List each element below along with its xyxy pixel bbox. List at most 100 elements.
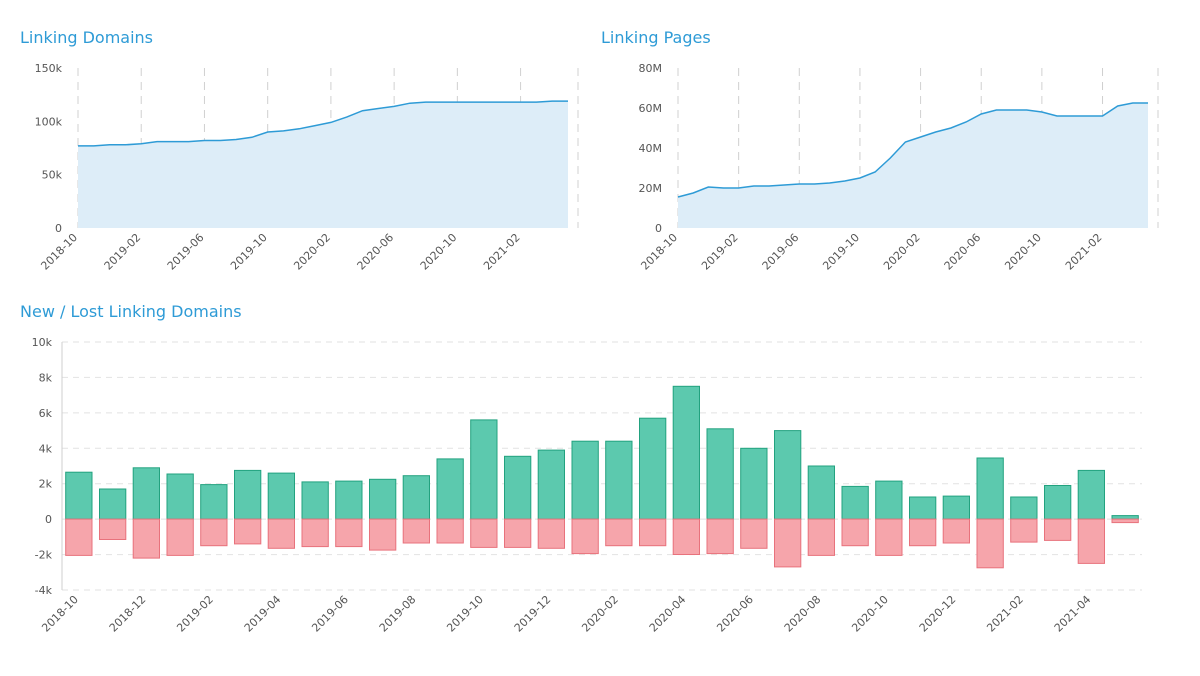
x-tick-label: 2019-10 — [228, 231, 270, 273]
y-tick-label: 60M — [639, 102, 663, 115]
linking-domains-title: Linking Domains — [20, 28, 154, 47]
x-tick-label: 2019-02 — [699, 231, 741, 273]
new-bar — [1111, 515, 1139, 520]
new-bar — [639, 417, 667, 520]
lost-bar — [301, 518, 329, 548]
x-tick-label: 2019-10 — [820, 231, 862, 273]
new-lost-chart: -4k -2k 0 2k 4k 6k 8k 10k 2018-10 2018-12 2019-02 2… — [32, 336, 1142, 635]
y-tick-label: 8k — [39, 371, 53, 384]
new-bar — [65, 471, 93, 520]
new-bar — [774, 430, 802, 520]
lost-bar — [166, 518, 194, 556]
lost-bar — [402, 518, 431, 544]
lost-bar — [605, 518, 633, 547]
new-bar — [841, 485, 869, 520]
series-line — [78, 100, 568, 147]
lost-bar — [942, 518, 971, 544]
pages-chart: 0 20M 40M 60M 80M 2018-10 2019-02 2019-06 2019-1… — [638, 62, 1159, 273]
lost-bar — [909, 518, 937, 547]
x-tick-label: 2020-02 — [579, 593, 621, 635]
x-tick-label: 2020-02 — [881, 231, 923, 273]
x-tick-label: 2020-10 — [418, 231, 460, 273]
new-bar — [571, 440, 599, 520]
lost-bar — [706, 518, 734, 555]
new-bar — [875, 480, 903, 520]
y-tick-label: 0 — [45, 513, 52, 526]
lost-bar — [99, 518, 127, 540]
y-tick-label: -4k — [35, 584, 53, 597]
x-tick-label: 2021-04 — [1052, 593, 1094, 635]
x-tick-label: 2020-10 — [849, 593, 891, 635]
x-tick-label: 2020-12 — [917, 593, 959, 635]
x-tick-label: 2019-08 — [377, 593, 419, 635]
x-tick-label: 2020-08 — [782, 593, 824, 635]
new-bar — [537, 449, 566, 520]
x-tick-label: 2020-04 — [647, 593, 689, 635]
lost-bar — [807, 518, 836, 556]
x-tick-label: 2019-06 — [165, 231, 207, 273]
new-bar — [605, 440, 633, 520]
lost-bar — [976, 518, 1004, 569]
new-bar — [200, 484, 228, 520]
lost-bar — [672, 518, 701, 555]
new-bar — [132, 467, 160, 520]
area-fill — [78, 101, 568, 228]
lost-bar — [1044, 518, 1072, 541]
x-tick-label: 2018-12 — [107, 593, 149, 635]
lost-bar — [1077, 518, 1105, 564]
x-tick-label: 2019-10 — [444, 593, 486, 635]
new-bar — [335, 480, 363, 520]
x-tick-label: 2021-02 — [984, 593, 1026, 635]
lost-bar — [65, 518, 93, 556]
lost-bar — [774, 518, 802, 568]
x-tick-label: 2019-12 — [512, 593, 554, 635]
new-bar — [706, 428, 734, 520]
x-tick-label: 2021-02 — [1063, 231, 1105, 273]
new-bar — [1077, 469, 1105, 520]
new-bar — [1010, 496, 1038, 520]
x-tick-label: 2021-02 — [481, 231, 523, 273]
lost-bar — [841, 518, 869, 547]
linking-pages-title: Linking Pages — [601, 28, 711, 47]
new-bar — [942, 495, 971, 520]
lost-bar — [537, 518, 566, 549]
lost-bar — [234, 518, 262, 545]
series-line — [677, 102, 1148, 198]
lost-bar — [200, 518, 228, 547]
new-bar — [470, 419, 498, 520]
lost-bar — [267, 518, 296, 549]
lost-bar — [571, 518, 599, 555]
new-bar — [369, 478, 397, 520]
new-bar — [436, 458, 464, 520]
x-tick-label: 2020-10 — [1002, 231, 1044, 273]
x-tick-label: 2020-06 — [355, 231, 397, 273]
y-tick-label: -2k — [35, 549, 53, 562]
y-tick-label: 2k — [39, 478, 53, 491]
y-tick-label: 4k — [39, 442, 53, 455]
x-tick-label: 2020-06 — [714, 593, 756, 635]
new-bar — [504, 455, 532, 520]
x-tick-label: 2019-06 — [309, 593, 351, 635]
x-tick-label: 2020-06 — [942, 231, 984, 273]
new-bar — [166, 473, 194, 520]
y-tick-label: 40M — [639, 142, 663, 155]
lost-bar — [335, 518, 363, 548]
lost-bar — [875, 518, 903, 556]
new-bar — [909, 496, 937, 520]
y-tick-label: 0 — [655, 222, 662, 235]
lost-bar — [639, 518, 667, 547]
y-tick-label: 10k — [32, 336, 53, 349]
y-tick-label: 80M — [639, 62, 663, 75]
y-tick-label: 6k — [39, 407, 53, 420]
y-tick-label: 100k — [35, 115, 63, 128]
lost-bar — [470, 518, 498, 548]
y-tick-label: 150k — [35, 62, 63, 75]
new-bar — [1044, 485, 1072, 520]
y-tick-label: 50k — [42, 169, 63, 182]
lost-bar — [1111, 518, 1139, 524]
area-fill — [678, 103, 1148, 228]
domains-chart: 0 50k 100k 150k 2018-10 2019-02 2019-06 2019-10… — [35, 62, 579, 273]
new-bar — [740, 447, 768, 520]
x-tick-label: 2018-10 — [638, 231, 680, 273]
lost-bar — [369, 518, 397, 551]
